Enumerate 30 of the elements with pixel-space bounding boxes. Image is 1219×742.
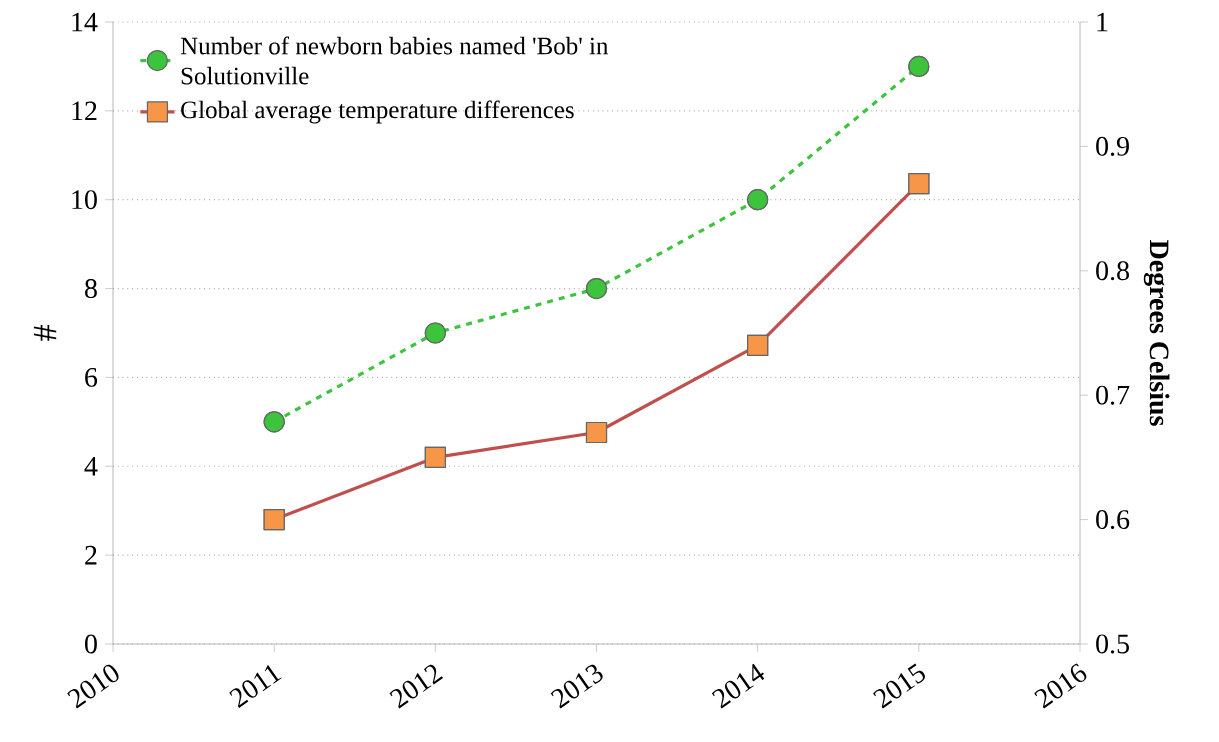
y-tick-label: 14 [72,12,98,32]
y2-tick-label: 0.5 [1096,634,1129,654]
y2-tick-label: 0.9 [1096,136,1129,156]
point [424,322,446,344]
legend-label: Global average temperature differences [181,100,574,124]
y-tick-label: 4 [84,457,98,476]
x-tick-label: 2014 [711,663,765,709]
y-axis-title: # [33,325,57,341]
y-tick-label: 8 [85,279,97,299]
y2-tick-label: 0.8 [1096,261,1129,281]
x-tick-label: 2011 [229,665,282,708]
x-tick-label: 2016 [1034,663,1087,709]
y-tick-label: 10 [72,190,97,210]
point [585,277,608,300]
y2-axis-title: Degrees Celsius [1143,240,1170,426]
y2-tick-label: 1 [1097,12,1108,32]
point [747,189,769,211]
point [908,55,930,78]
x-tick-label: 2015 [873,663,925,709]
y2-tick-label: 0.6 [1096,510,1130,530]
x-tick-label: 2013 [550,664,603,709]
x-tick-label: 2010 [67,664,119,709]
x-tick-label: 2012 [389,664,444,709]
y-tick-label: 12 [72,101,97,121]
y-tick-label: 0 [85,634,97,654]
y-tick-label: 2 [85,545,97,565]
legend-label: Number of newborn babies named 'Bob' in Solutionville [180,36,609,85]
y2-tick-label: 0.7 [1096,385,1130,405]
point [263,411,285,433]
y-tick-label: 6 [85,368,98,387]
